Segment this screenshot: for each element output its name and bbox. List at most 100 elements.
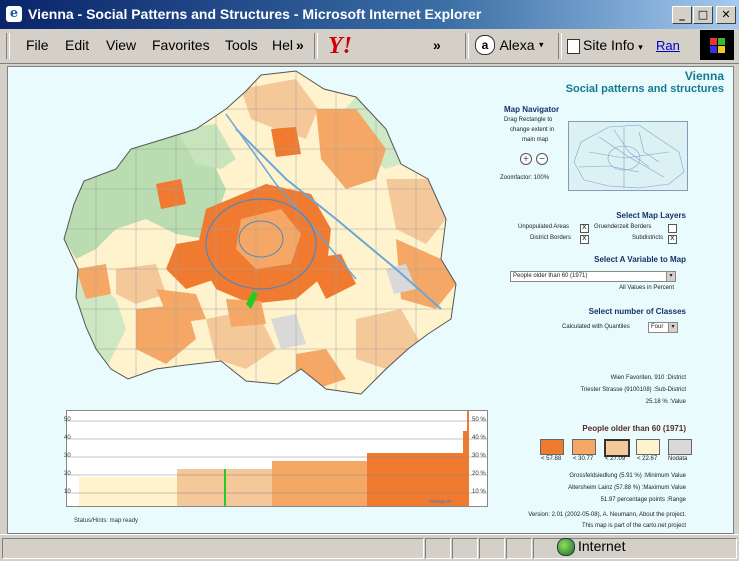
legend-swatch-nodata[interactable] [668, 439, 692, 455]
classes-select[interactable]: Four ▾ [648, 322, 678, 333]
layer-district-label: District Borders [530, 235, 572, 241]
histogram-ytick-right: 20 % [472, 471, 486, 477]
navigator-title: Map Navigator [504, 105, 560, 114]
navigator-hint-3: main map [522, 137, 549, 143]
legend-swatch-3[interactable] [604, 439, 630, 457]
status-hints: Status/Hints: map ready [74, 518, 139, 524]
info-district: Wien Favoriten, 910 :District [610, 375, 686, 381]
alexa-label: Alexa [499, 37, 535, 53]
menu-favorites[interactable]: Favorites [152, 37, 210, 53]
zoom-out-icon[interactable]: − [536, 153, 548, 165]
histogram-ytick: 50 [64, 417, 71, 423]
legend-title: People older than 60 (1971) [582, 424, 686, 433]
histogram-ytick: 30 [64, 453, 71, 459]
windows-flag-blue [710, 46, 717, 53]
toolbar-separator-2 [465, 33, 469, 59]
legend-label-nodata: Nodata [668, 456, 688, 462]
inner-ring [238, 220, 284, 258]
layer-unpopulated-checkbox[interactable] [580, 222, 589, 233]
close-button[interactable]: ✕ [716, 6, 736, 24]
city-boundary [63, 70, 457, 395]
legend-label-2: < 30.77 [573, 456, 594, 462]
toolbar-separator-3 [558, 33, 562, 59]
page-subtitle: Social patterns and structures [565, 83, 724, 95]
security-zone-label: Internet [578, 538, 626, 554]
toolbar-overflow-chevron[interactable]: » [433, 37, 441, 53]
variable-select[interactable]: People older than 60 (1971) ▾ [510, 271, 676, 282]
menu-toolbar: File Edit View Favorites Tools Hel » Y! … [0, 29, 739, 64]
site-info-button[interactable]: Site Info ▾ [567, 37, 643, 54]
legend-swatch-4[interactable] [636, 439, 660, 455]
info-subdistrict: Triester Strasse (9100108) :Sub-District [580, 387, 686, 393]
windows-flag-red [710, 38, 717, 45]
layer-subdistricts-checkbox[interactable] [668, 233, 677, 244]
chevron-down-icon: ▾ [668, 323, 677, 332]
toolbar-separator [314, 33, 318, 59]
legend-label-3: < 27.09 [605, 456, 626, 462]
toolbar-grip [6, 33, 10, 59]
histogram-ytick-right: 30 % [472, 453, 486, 459]
layer-unpopulated-label: Unpopulated Areas [518, 224, 570, 230]
menu-file[interactable]: File [26, 37, 49, 53]
ran-link[interactable]: Ran [656, 38, 680, 53]
browser-statusbar [0, 534, 739, 561]
histogram-ytick: 10 [64, 489, 71, 495]
control-panel: Vienna Social patterns and structures Ma… [498, 67, 730, 533]
status-field [479, 538, 505, 559]
histogram[interactable]: Histogram [66, 410, 488, 507]
layer-gruenderzeit-checkbox[interactable] [668, 224, 677, 233]
variable-title: Select A Variable to Map [594, 255, 686, 264]
navigator-hint-1: Drag Rectangle to [504, 117, 553, 123]
legend-swatch-2[interactable] [572, 439, 596, 455]
info-value: 25.18 % :Value [645, 399, 686, 405]
layer-gruenderzeit-label: Gruenderzeit Borders [594, 224, 652, 230]
windows-flag-yellow [718, 46, 725, 53]
classes-label: Calculated with Quantiles [562, 324, 630, 330]
status-field [425, 538, 451, 559]
alexa-button[interactable]: a Alexa ▾ [475, 35, 543, 55]
zoom-in-icon[interactable]: + [520, 153, 532, 165]
footer-project[interactable]: This map is part of the carto.net projec… [581, 523, 686, 529]
menu-overflow-chevron[interactable]: » [296, 37, 304, 53]
status-text-field [2, 538, 424, 559]
variable-note: All Values in Percent [619, 285, 674, 291]
variable-select-value: People older than 60 (1971) [513, 273, 588, 279]
status-field [452, 538, 478, 559]
selected-district-highlight[interactable] [246, 291, 258, 309]
menu-help[interactable]: Hel [272, 37, 294, 53]
minimize-button[interactable]: _ [672, 6, 692, 24]
guertel-ring [205, 198, 317, 290]
legend-label-4: < 22.67 [637, 456, 658, 462]
vienna-map[interactable] [56, 69, 496, 399]
status-zone-field [533, 538, 737, 559]
page-title: Vienna [684, 69, 724, 83]
danube-canal [225, 113, 357, 280]
menu-edit[interactable]: Edit [65, 37, 90, 53]
histogram-ytick-right: 50 % [472, 417, 486, 423]
layers-title: Select Map Layers [616, 211, 686, 220]
histogram-ytick: 20 [64, 471, 71, 477]
layer-district-checkbox[interactable] [580, 233, 589, 244]
zoomfactor-label: Zoomfactor: 100% [500, 175, 550, 181]
yahoo-logo-icon[interactable]: Y! [328, 33, 352, 59]
windows-logo-icon [700, 30, 734, 60]
maximize-button[interactable]: □ [693, 6, 713, 24]
windows-flag-green [718, 38, 725, 45]
status-field [506, 538, 532, 559]
legend-swatch-1[interactable] [540, 439, 564, 455]
navigator-overview-map[interactable] [568, 121, 688, 191]
stats-max: Altersheim Lainz (57.88 %) :Maximum Valu… [568, 485, 686, 491]
footer-version[interactable]: Version: 2.01 (2002-05-08), A. Neumann, … [528, 512, 686, 518]
layer-subdistricts-label: Subdistricts [632, 235, 664, 241]
histogram-watermark: Histogram [429, 499, 452, 505]
menu-view[interactable]: View [106, 37, 137, 53]
ie-icon: e [6, 6, 22, 22]
classes-title: Select number of Classes [588, 307, 686, 316]
site-info-label: Site Info [583, 37, 635, 53]
window-titlebar: e Vienna - Social Patterns and Structure… [0, 0, 739, 29]
internet-globe-icon [557, 538, 575, 556]
document-icon [567, 38, 580, 54]
alexa-icon: a [475, 35, 495, 55]
stats-range: 51.97 percentage points :Range [600, 497, 686, 503]
menu-tools[interactable]: Tools [225, 37, 258, 53]
